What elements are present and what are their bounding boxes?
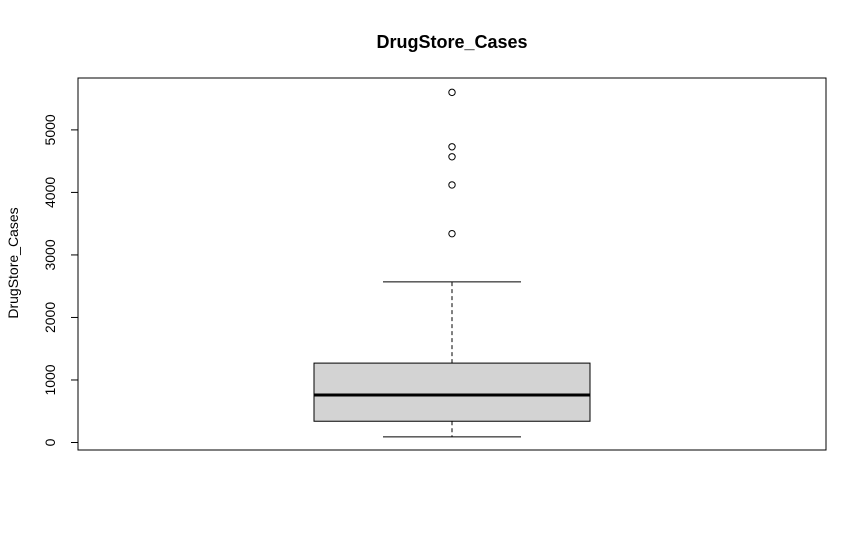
outlier-point	[448, 153, 456, 161]
y-tick-label: 4000	[42, 177, 58, 208]
y-tick-label: 1000	[42, 364, 58, 395]
y-axis: 0 1000 2000 3000 4000 5000	[42, 114, 79, 446]
y-tick-label: 0	[42, 438, 58, 446]
y-axis-label: DrugStore_Cases	[5, 207, 21, 318]
interquartile-box	[313, 362, 591, 422]
outlier-point	[448, 181, 456, 189]
chart-title: DrugStore_Cases	[376, 32, 527, 52]
outlier-point	[448, 88, 456, 97]
y-tick-label: 2000	[42, 302, 58, 333]
outlier-point	[448, 229, 456, 238]
outlier-point	[448, 143, 456, 151]
box-plot	[313, 88, 591, 438]
y-tick-label: 3000	[42, 239, 58, 270]
y-tick-label: 5000	[42, 114, 58, 145]
